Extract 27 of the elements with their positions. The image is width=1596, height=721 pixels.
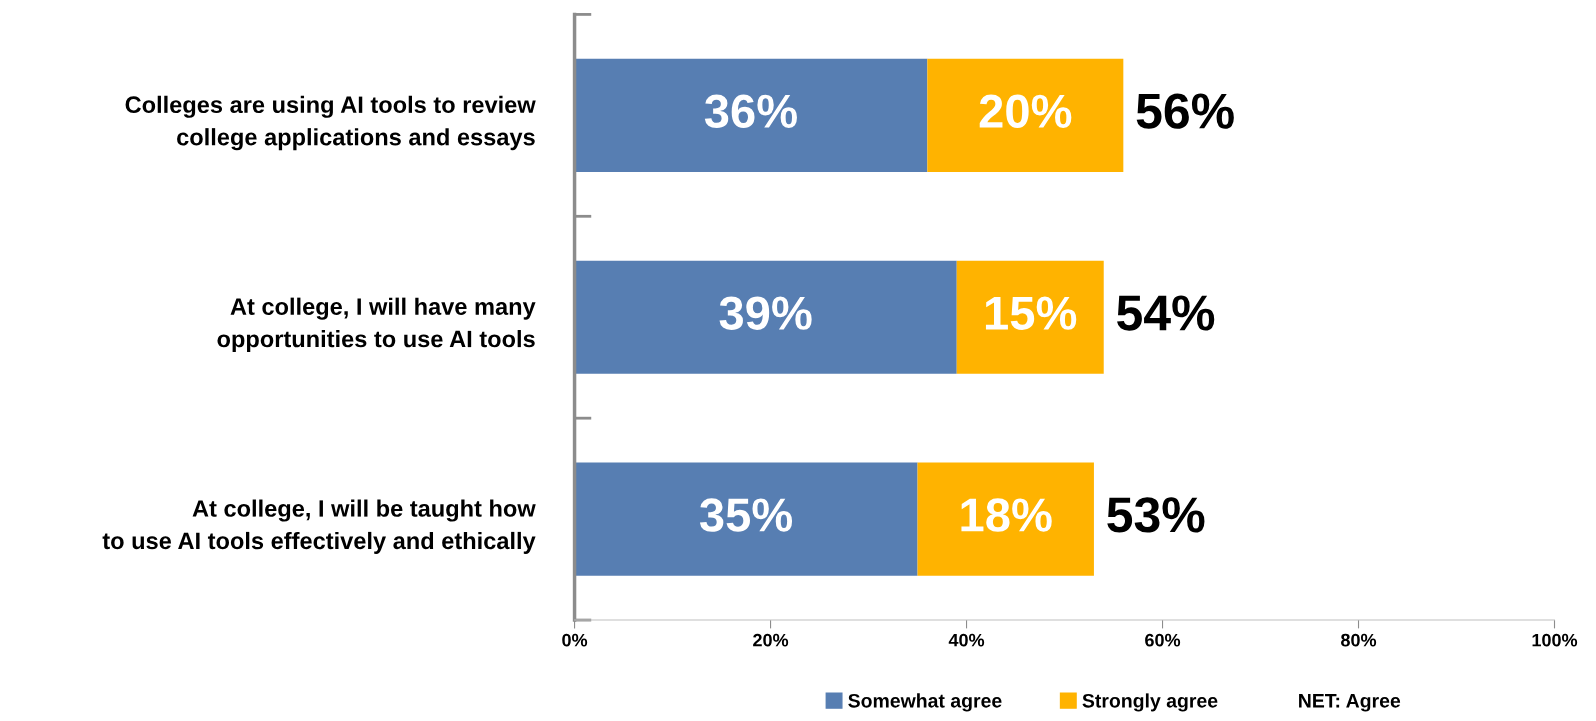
data-label: 36% bbox=[704, 94, 797, 129]
total-label: 54% bbox=[1117, 295, 1215, 331]
total-label: 53% bbox=[1107, 497, 1205, 533]
y-tick-label: Colleges are using AI tools to review college applications and essays bbox=[125, 95, 536, 151]
bar bbox=[956, 260, 1104, 374]
data-label: 39% bbox=[719, 296, 812, 330]
total-label: 56% bbox=[1136, 93, 1234, 129]
x-tick-label: 100% bbox=[1532, 633, 1578, 647]
x-tick-label: 20% bbox=[753, 633, 789, 647]
legend-label: Somewhat agree bbox=[848, 693, 1002, 712]
x-tick-label: 60% bbox=[1145, 633, 1181, 647]
bar bbox=[574, 462, 918, 576]
bar bbox=[917, 462, 1094, 576]
text: NET: Agree bbox=[1299, 694, 1401, 712]
bar bbox=[574, 58, 928, 172]
data-label: 18% bbox=[961, 498, 1052, 532]
data-label: 35% bbox=[699, 498, 793, 532]
x-tick-label: 80% bbox=[1341, 633, 1377, 647]
x-tick-label: 0% bbox=[562, 633, 588, 647]
data-label: 15% bbox=[985, 296, 1077, 330]
data-label: 20% bbox=[979, 94, 1072, 129]
bar bbox=[574, 260, 957, 374]
y-tick-label: At college, I will be taught how to use AI tools effectively and ethically bbox=[102, 499, 536, 554]
y-tick-label: At college, I will have many opportunities to use AI tools bbox=[217, 297, 536, 353]
legend-label: Strongly agree bbox=[1082, 693, 1218, 712]
x-tick-label: 40% bbox=[948, 633, 985, 647]
bar bbox=[927, 58, 1124, 172]
